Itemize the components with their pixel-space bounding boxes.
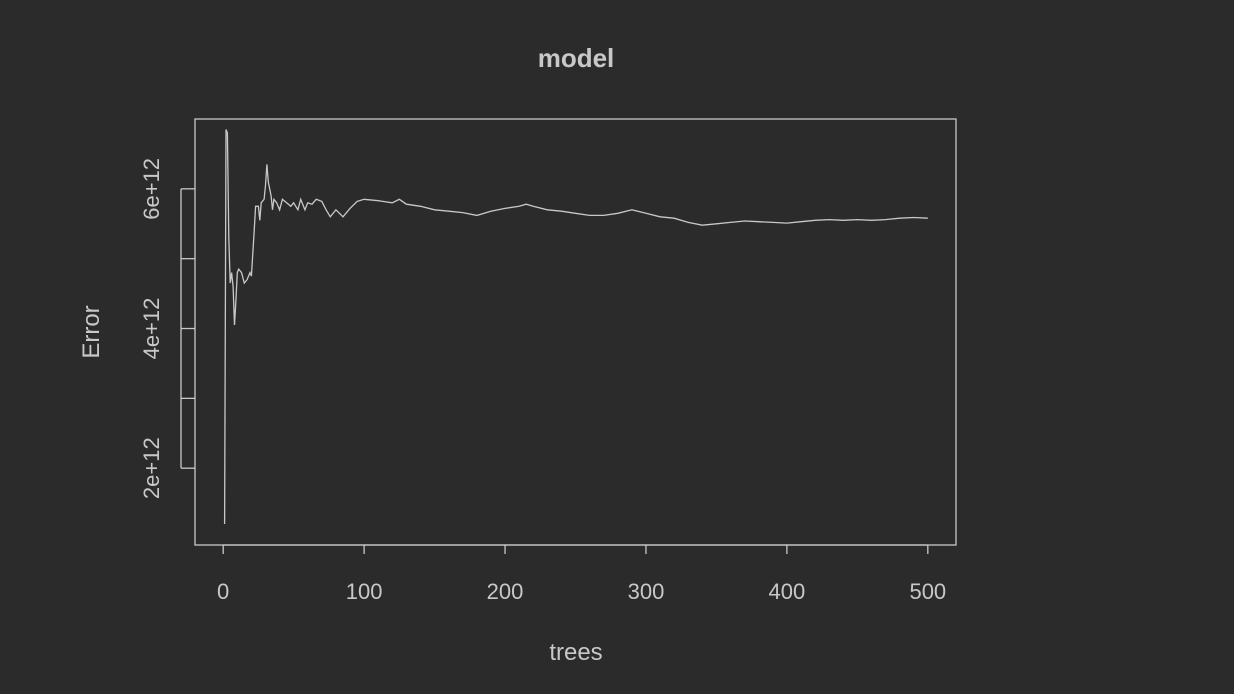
x-tick-label: 100 bbox=[346, 579, 383, 604]
y-tick-label: 2e+12 bbox=[139, 437, 164, 499]
y-tick-label: 6e+12 bbox=[139, 158, 164, 220]
x-tick-label: 200 bbox=[487, 579, 524, 604]
y-axis-label: Error bbox=[78, 305, 105, 358]
x-tick-label: 400 bbox=[769, 579, 806, 604]
x-axis-label: trees bbox=[549, 639, 602, 666]
y-axis: 2e+12 4e+12 6e+12 bbox=[139, 158, 195, 499]
x-tick-label: 500 bbox=[909, 579, 946, 604]
x-axis: 0 100 200 300 400 500 bbox=[217, 544, 946, 604]
x-tick-label: 300 bbox=[628, 579, 665, 604]
series-line bbox=[223, 129, 928, 525]
series-layer bbox=[223, 129, 928, 525]
plot-frame bbox=[194, 118, 957, 546]
x-tick-label: 0 bbox=[217, 579, 229, 604]
chart-title: model bbox=[538, 43, 615, 73]
y-tick-label: 4e+12 bbox=[139, 298, 164, 360]
